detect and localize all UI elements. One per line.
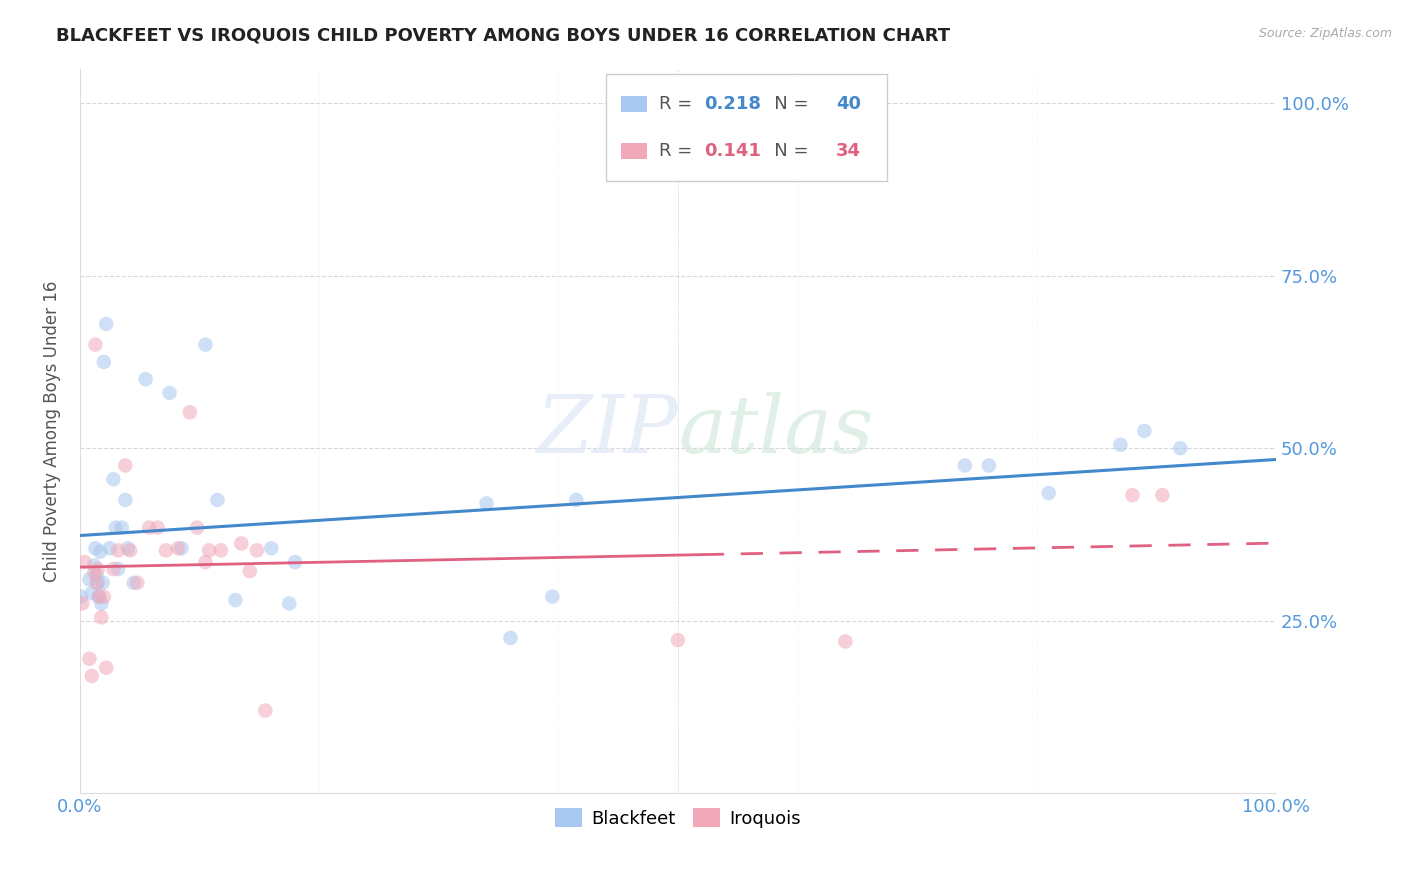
Point: [103, 472, 125, 486]
Point: [834, 634, 856, 648]
Point: [73, 555, 96, 569]
Point: [194, 555, 217, 569]
Point: [114, 492, 136, 507]
Point: [186, 520, 208, 534]
Point: [107, 562, 129, 576]
Point: [231, 536, 253, 550]
Text: 0.218: 0.218: [704, 95, 761, 112]
Legend: Blackfeet, Iroquois: Blackfeet, Iroquois: [547, 801, 808, 835]
FancyBboxPatch shape: [620, 143, 647, 159]
Point: [159, 386, 181, 401]
Point: [122, 575, 145, 590]
Text: Source: ZipAtlas.com: Source: ZipAtlas.com: [1258, 27, 1392, 40]
Point: [83, 558, 105, 573]
Point: [117, 541, 139, 556]
Point: [80, 586, 103, 600]
Point: [79, 651, 101, 665]
Point: [93, 355, 115, 369]
Point: [666, 633, 689, 648]
Point: [84, 541, 107, 556]
Point: [565, 492, 588, 507]
Text: 40: 40: [835, 95, 860, 112]
Point: [70, 590, 93, 604]
Point: [138, 520, 160, 534]
Y-axis label: Child Poverty Among Boys Under 16: Child Poverty Among Boys Under 16: [44, 280, 60, 582]
Point: [72, 597, 94, 611]
Point: [104, 520, 127, 534]
Point: [135, 372, 157, 386]
Text: N =: N =: [756, 142, 814, 160]
Point: [167, 541, 190, 556]
Text: BLACKFEET VS IROQUOIS CHILD POVERTY AMONG BOYS UNDER 16 CORRELATION CHART: BLACKFEET VS IROQUOIS CHILD POVERTY AMON…: [56, 27, 950, 45]
Point: [87, 590, 110, 604]
FancyBboxPatch shape: [620, 95, 647, 112]
Point: [107, 543, 129, 558]
Text: 0.141: 0.141: [704, 142, 761, 160]
Point: [1152, 488, 1174, 502]
Point: [111, 520, 134, 534]
Text: 34: 34: [835, 142, 860, 160]
Point: [87, 590, 110, 604]
Point: [1168, 441, 1191, 455]
Point: [209, 543, 232, 558]
Point: [260, 541, 283, 556]
Point: [80, 669, 103, 683]
Point: [91, 575, 114, 590]
Point: [79, 572, 101, 586]
Point: [84, 337, 107, 351]
Point: [179, 405, 201, 419]
Point: [127, 575, 149, 590]
Point: [246, 543, 269, 558]
Point: [96, 661, 118, 675]
Point: [86, 569, 108, 583]
Point: [254, 704, 277, 718]
Point: [89, 545, 111, 559]
Point: [120, 543, 142, 558]
Point: [207, 492, 229, 507]
Point: [155, 543, 177, 558]
Point: [239, 564, 262, 578]
Point: [541, 590, 564, 604]
Point: [198, 543, 221, 558]
FancyBboxPatch shape: [606, 74, 887, 181]
Point: [87, 562, 110, 576]
Point: [90, 597, 112, 611]
Point: [114, 458, 136, 473]
Point: [90, 610, 112, 624]
Point: [284, 555, 307, 569]
Point: [475, 496, 498, 510]
Point: [224, 593, 246, 607]
Point: [98, 541, 121, 556]
Point: [1133, 424, 1156, 438]
Point: [953, 458, 976, 473]
Point: [194, 337, 217, 351]
Point: [146, 520, 169, 534]
Point: [83, 566, 105, 580]
Text: atlas: atlas: [678, 392, 873, 470]
Text: N =: N =: [756, 95, 814, 112]
Point: [1121, 488, 1143, 502]
Point: [87, 575, 110, 590]
Text: R =: R =: [659, 95, 697, 112]
Point: [93, 590, 115, 604]
Point: [278, 597, 301, 611]
Text: ZIP: ZIP: [536, 392, 678, 470]
Point: [499, 631, 522, 645]
Point: [96, 317, 118, 331]
Point: [170, 541, 193, 556]
Point: [86, 575, 108, 590]
Text: R =: R =: [659, 142, 697, 160]
Point: [1038, 486, 1060, 500]
Point: [1109, 438, 1132, 452]
Point: [977, 458, 1000, 473]
Point: [103, 562, 125, 576]
